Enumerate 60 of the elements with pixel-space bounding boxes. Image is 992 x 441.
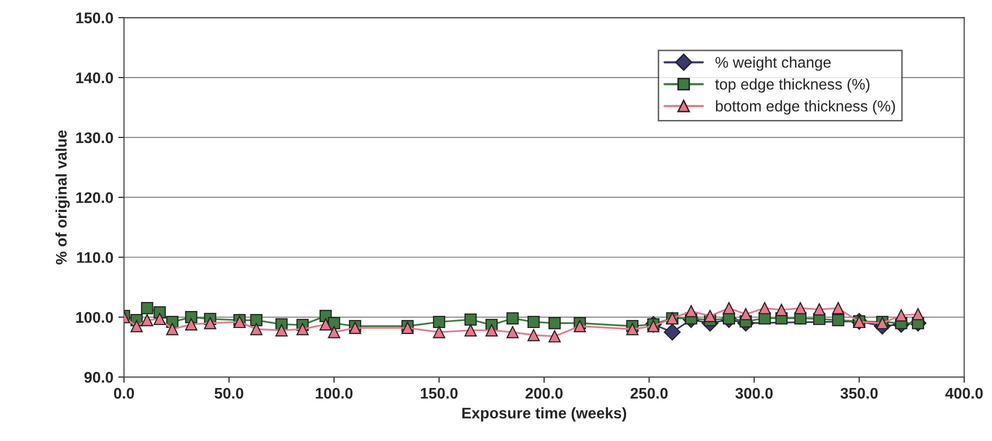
point [296, 323, 309, 336]
point [528, 316, 540, 328]
point [328, 326, 340, 338]
point [574, 320, 586, 332]
point [485, 324, 498, 336]
point [166, 323, 178, 336]
point [548, 330, 561, 342]
point [548, 317, 561, 330]
point [832, 314, 844, 326]
x-axis-title: Exposure time (weeks) [462, 407, 626, 422]
x-tick-label: 200.0 [526, 388, 563, 399]
point [758, 302, 771, 314]
legend-label: top edge thickness (%) [715, 78, 870, 93]
y-axis-title: % of original value [55, 130, 70, 264]
y-tick-label: 140.0 [76, 72, 113, 84]
y-tick-label: 90.0 [84, 372, 113, 383]
point [912, 308, 924, 320]
point [432, 326, 446, 338]
point [895, 309, 908, 322]
point [722, 302, 736, 314]
x-tick-label: 100.0 [316, 388, 353, 399]
point [140, 302, 154, 314]
point [464, 324, 477, 336]
point [528, 329, 540, 342]
x-tick-label: 400.0 [945, 388, 983, 399]
point [506, 312, 519, 324]
point [775, 304, 788, 316]
point [130, 320, 143, 332]
legend-label: % weight change [716, 56, 831, 71]
x-tick-label: 250.0 [630, 388, 668, 399]
point [432, 316, 446, 328]
y-tick-label: 150.0 [76, 12, 113, 24]
point [685, 305, 698, 318]
y-tick-label: 110.0 [77, 252, 113, 263]
point [813, 303, 826, 316]
x-tick-label: 50.0 [214, 388, 244, 399]
point [204, 317, 216, 330]
point [320, 318, 332, 330]
point [250, 323, 262, 336]
point [794, 302, 806, 314]
y-tick-label: 100.0 [76, 312, 113, 323]
x-tick-label: 150.0 [420, 388, 458, 399]
point [464, 313, 477, 326]
x-tick-label: 300.0 [735, 388, 773, 399]
legend-label: bottom edge thickness (%) [716, 100, 895, 115]
x-tick-label: 350.0 [840, 388, 878, 399]
y-tick-label: 130.0 [76, 132, 113, 144]
point [506, 326, 519, 338]
point [664, 324, 681, 341]
point [275, 324, 288, 336]
point [154, 312, 166, 326]
point [740, 308, 752, 320]
point [704, 310, 716, 322]
y-tick-label: 120.0 [76, 192, 113, 204]
point [185, 318, 198, 330]
x-tick-label: 0.0 [114, 388, 134, 399]
point [832, 302, 844, 314]
point [250, 314, 262, 326]
point [140, 314, 154, 326]
point [626, 323, 638, 336]
